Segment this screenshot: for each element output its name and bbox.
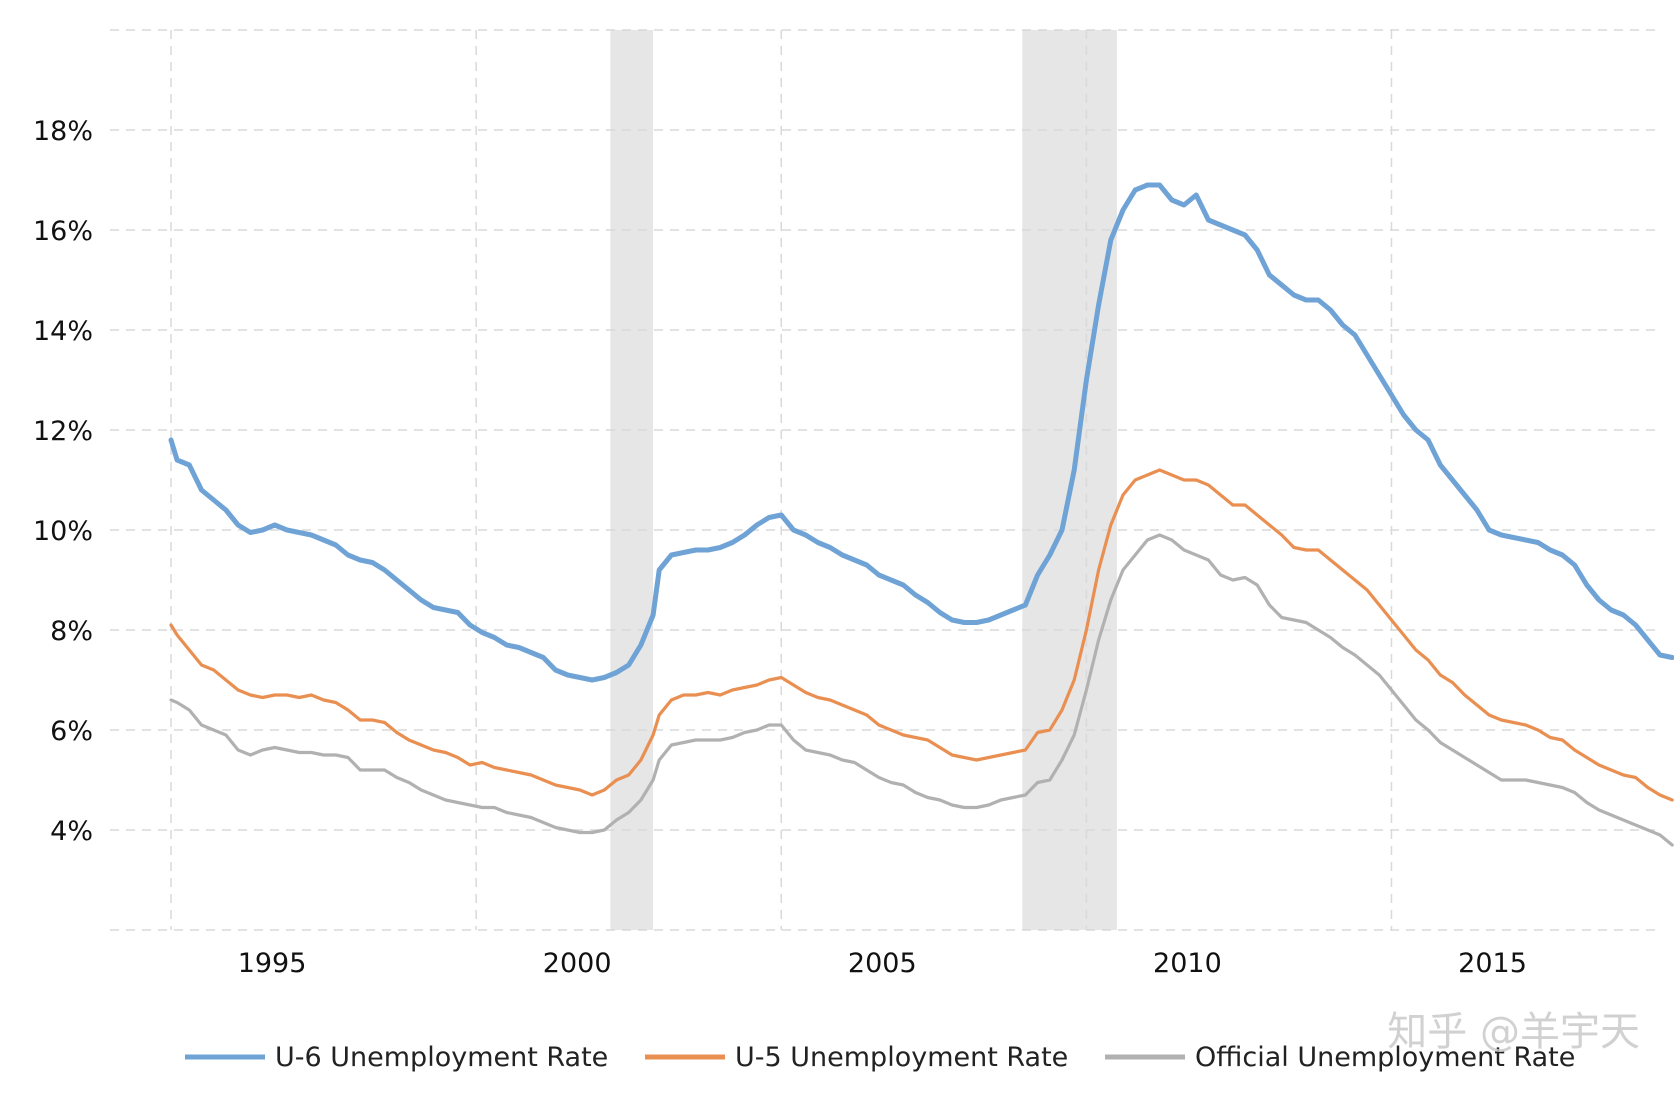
- legend-label-3: Official Unemployment Rate: [1195, 1042, 1575, 1073]
- x-tick-label-2005: 2005: [848, 948, 917, 979]
- series-line-1: [168, 182, 1674, 683]
- recession-band-1: [610, 30, 654, 930]
- y-tick-label-6: 6%: [50, 716, 93, 747]
- y-tick-label-4: 4%: [50, 816, 93, 847]
- x-tick-label-1995: 1995: [238, 948, 307, 979]
- x-tick-label-2000: 2000: [543, 948, 612, 979]
- legend-label-2: U-5 Unemployment Rate: [735, 1042, 1068, 1073]
- y-tick-label-16: 16%: [33, 216, 93, 247]
- grid-lines: [110, 29, 1660, 931]
- series-line-2: [169, 468, 1674, 802]
- y-axis-ticks: 4% 6% 8% 10% 12% 14% 16% 18%: [33, 116, 93, 847]
- series-line-3: [169, 533, 1674, 847]
- x-tick-label-2010: 2010: [1153, 948, 1222, 979]
- x-axis-ticks: 1995 2000 2005 2010 2015: [238, 948, 1527, 979]
- series-lines: [168, 182, 1674, 847]
- legend-label-1: U-6 Unemployment Rate: [275, 1042, 608, 1073]
- y-tick-label-14: 14%: [33, 316, 93, 347]
- x-tick-label-2015: 2015: [1458, 948, 1527, 979]
- recession-bands: [610, 30, 1117, 930]
- y-tick-label-18: 18%: [33, 116, 93, 147]
- legend: U-6 Unemployment Rate U-5 Unemployment Ra…: [185, 1042, 1575, 1073]
- y-tick-label-10: 10%: [33, 516, 93, 547]
- y-tick-label-12: 12%: [33, 416, 93, 447]
- recession-band-2: [1022, 30, 1117, 930]
- watermark-text: 知乎 @羊宇天: [1387, 1009, 1640, 1055]
- y-tick-label-8: 8%: [50, 616, 93, 647]
